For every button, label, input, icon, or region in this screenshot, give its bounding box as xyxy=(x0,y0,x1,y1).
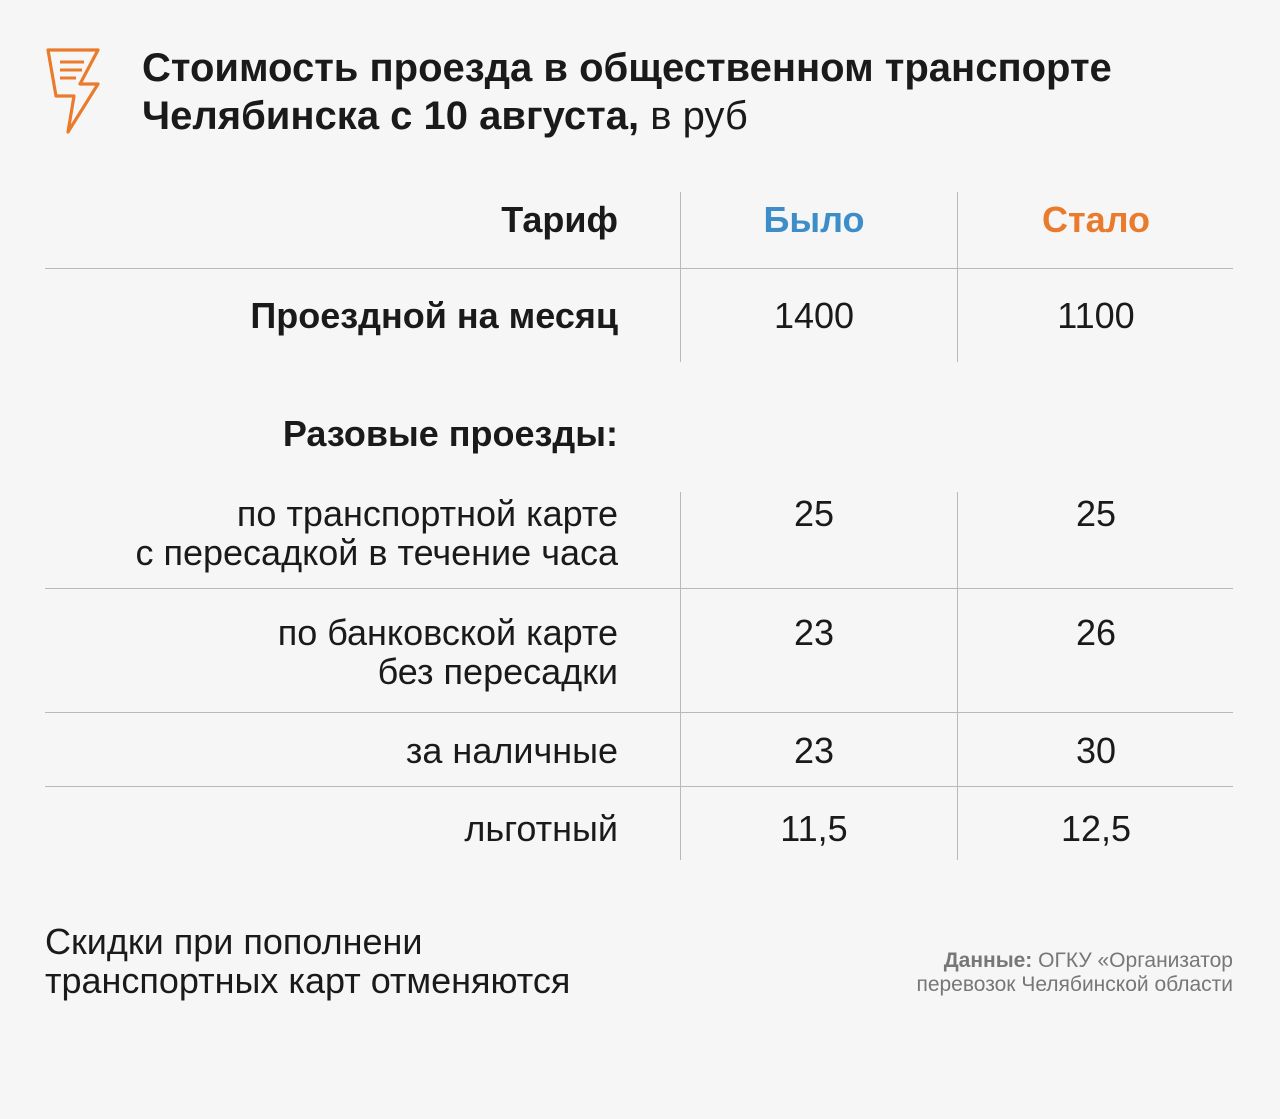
row-label-monthly-pass: Проездной на месяц xyxy=(250,295,618,336)
lightning-document-icon xyxy=(46,48,100,134)
row-label-discounted: льготный xyxy=(464,808,618,849)
cell-was-cash: 23 xyxy=(793,730,835,771)
row-divider xyxy=(45,268,1233,269)
source-line: перевозок Челябинской области xyxy=(916,973,1233,996)
cell-was-bank-card: 23 xyxy=(793,612,835,653)
row-label-line: по транспортной карте xyxy=(236,493,618,534)
note-line: Скидки при пополнени xyxy=(45,921,423,962)
source-line: ОГКУ «Организатор xyxy=(1038,949,1233,972)
cell-now-monthly-pass: 1100 xyxy=(1057,295,1135,336)
row-label-line: по банковской карте xyxy=(277,612,618,653)
column-divider xyxy=(957,492,958,860)
row-label-cash: за наличные xyxy=(405,730,618,771)
cell-now-cash: 30 xyxy=(1075,730,1117,771)
footer-note: Скидки при пополнени транспортных карт о… xyxy=(45,922,745,1000)
row-label-line: без пересадки xyxy=(377,651,618,692)
cell-was-transport-card: 25 xyxy=(793,493,835,534)
column-header-now: Стало xyxy=(1041,199,1151,240)
row-label-line: с пересадкой в течение часа xyxy=(135,532,618,573)
cell-was-monthly-pass: 1400 xyxy=(773,295,855,336)
row-label-transport-card: по транспортной карте с пересадкой в теч… xyxy=(40,494,618,572)
source-label: Данные: xyxy=(943,949,1033,972)
column-header-was: Было xyxy=(763,199,865,240)
cell-now-discounted: 12,5 xyxy=(1060,808,1132,849)
column-header-tariff: Тариф xyxy=(501,199,618,240)
cell-now-transport-card: 25 xyxy=(1075,493,1117,534)
title-main: Стоимость проезда в общественном транспо… xyxy=(142,46,1112,138)
row-label-bank-card: по банковской карте без пересадки xyxy=(40,613,618,691)
section-header-single-rides: Разовые проезды: xyxy=(282,413,618,454)
title-unit: в руб xyxy=(650,94,748,138)
cell-now-bank-card: 26 xyxy=(1075,612,1117,653)
row-divider xyxy=(45,712,1233,713)
column-divider xyxy=(680,492,681,860)
data-source: Данные: ОГКУ «Организатор перевозок Челя… xyxy=(713,949,1233,997)
page-title: Стоимость проезда в общественном транспо… xyxy=(142,44,1242,140)
row-divider xyxy=(45,786,1233,787)
row-divider xyxy=(45,588,1233,589)
cell-was-discounted: 11,5 xyxy=(780,808,848,849)
note-line: транспортных карт отменяются xyxy=(45,960,571,1001)
